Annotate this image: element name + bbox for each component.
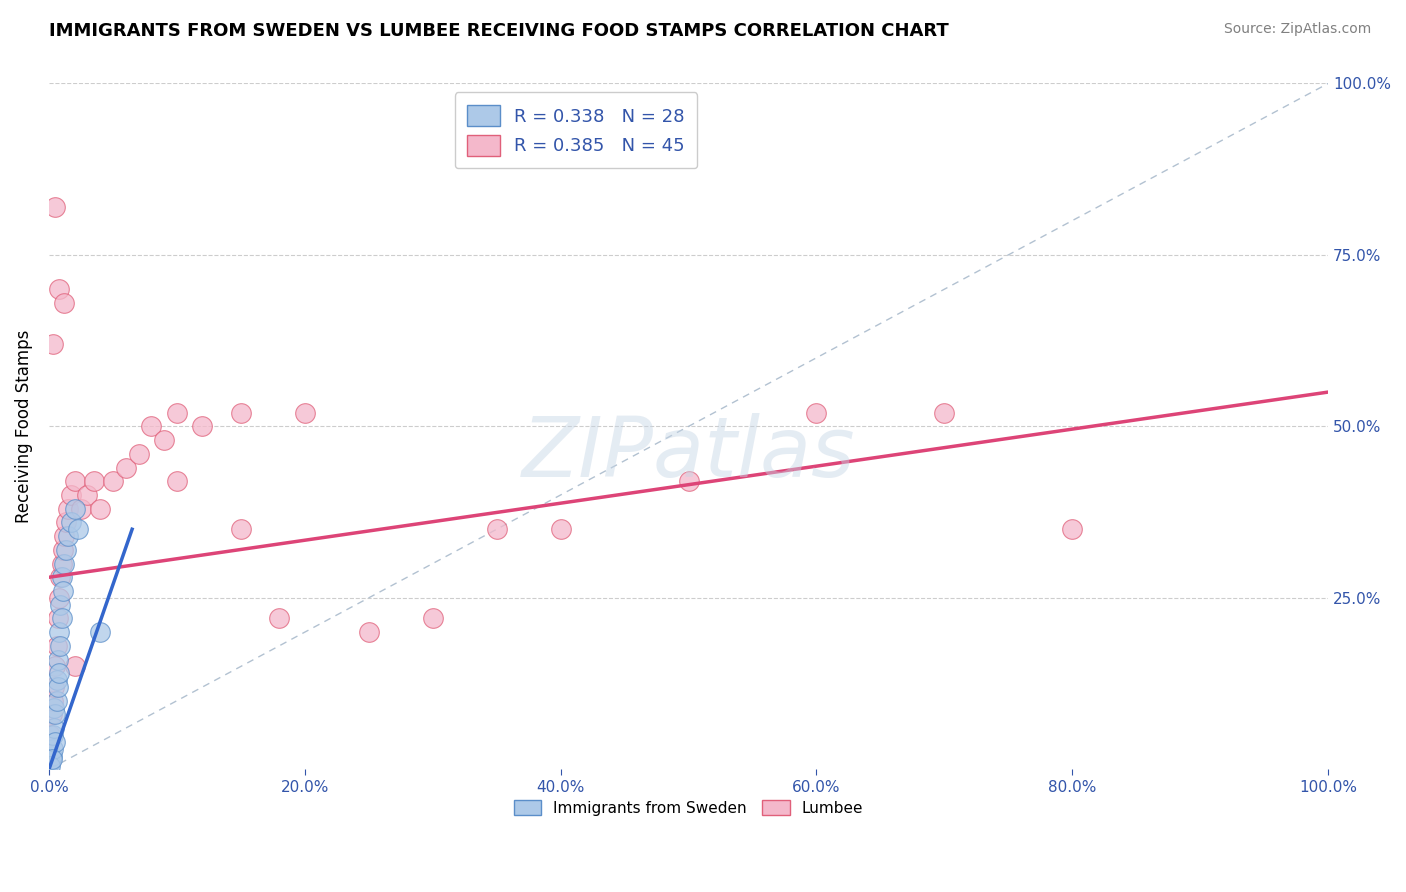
- Point: [48, 282, 70, 296]
- Point: [63, 659, 86, 673]
- Point: [46, 611, 69, 625]
- Point: [48, 591, 70, 605]
- Point: [53, 557, 76, 571]
- Point: [56, 529, 79, 543]
- Point: [56, 501, 79, 516]
- Point: [42, 700, 65, 714]
- Point: [39, 756, 62, 770]
- Point: [59, 488, 82, 502]
- Point: [269, 611, 291, 625]
- Point: [55, 542, 77, 557]
- Text: Source: ZipAtlas.com: Source: ZipAtlas.com: [1223, 22, 1371, 37]
- Point: [550, 522, 572, 536]
- Point: [67, 522, 90, 536]
- Point: [83, 475, 105, 489]
- Point: [229, 522, 252, 536]
- Point: [128, 447, 150, 461]
- Point: [41, 707, 63, 722]
- Point: [49, 639, 72, 653]
- Point: [45, 639, 67, 653]
- Point: [45, 694, 67, 708]
- Point: [89, 501, 111, 516]
- Point: [42, 721, 65, 735]
- Point: [42, 337, 65, 351]
- Point: [49, 570, 72, 584]
- Point: [45, 673, 67, 687]
- Point: [42, 728, 65, 742]
- Point: [63, 475, 86, 489]
- Point: [76, 488, 98, 502]
- Point: [114, 460, 136, 475]
- Point: [39, 759, 62, 773]
- Point: [191, 419, 214, 434]
- Point: [1062, 522, 1084, 536]
- Point: [806, 406, 828, 420]
- Point: [46, 652, 69, 666]
- Legend: Immigrants from Sweden, Lumbee: Immigrants from Sweden, Lumbee: [506, 792, 872, 823]
- Point: [357, 625, 380, 640]
- Point: [166, 475, 188, 489]
- Point: [46, 680, 69, 694]
- Point: [166, 406, 188, 420]
- Point: [44, 200, 66, 214]
- Text: ZIPatlas: ZIPatlas: [522, 413, 855, 494]
- Point: [53, 296, 76, 310]
- Point: [934, 406, 956, 420]
- Point: [44, 707, 66, 722]
- Point: [49, 598, 72, 612]
- Point: [48, 666, 70, 681]
- Point: [141, 419, 163, 434]
- Point: [51, 570, 73, 584]
- Point: [42, 694, 65, 708]
- Point: [63, 501, 86, 516]
- Point: [53, 529, 76, 543]
- Point: [41, 748, 63, 763]
- Point: [44, 659, 66, 673]
- Point: [44, 735, 66, 749]
- Point: [51, 557, 73, 571]
- Text: IMMIGRANTS FROM SWEDEN VS LUMBEE RECEIVING FOOD STAMPS CORRELATION CHART: IMMIGRANTS FROM SWEDEN VS LUMBEE RECEIVI…: [49, 22, 949, 40]
- Point: [42, 680, 65, 694]
- Point: [55, 516, 77, 530]
- Point: [229, 406, 252, 420]
- Point: [52, 584, 75, 599]
- Point: [678, 475, 700, 489]
- Point: [101, 475, 124, 489]
- Point: [89, 625, 111, 640]
- Point: [42, 741, 65, 756]
- Point: [51, 611, 73, 625]
- Point: [52, 542, 75, 557]
- Point: [70, 501, 93, 516]
- Point: [422, 611, 444, 625]
- Point: [48, 625, 70, 640]
- Point: [39, 728, 62, 742]
- Point: [485, 522, 508, 536]
- Y-axis label: Receiving Food Stamps: Receiving Food Stamps: [15, 330, 32, 523]
- Point: [153, 433, 176, 447]
- Point: [59, 516, 82, 530]
- Point: [41, 752, 63, 766]
- Point: [294, 406, 316, 420]
